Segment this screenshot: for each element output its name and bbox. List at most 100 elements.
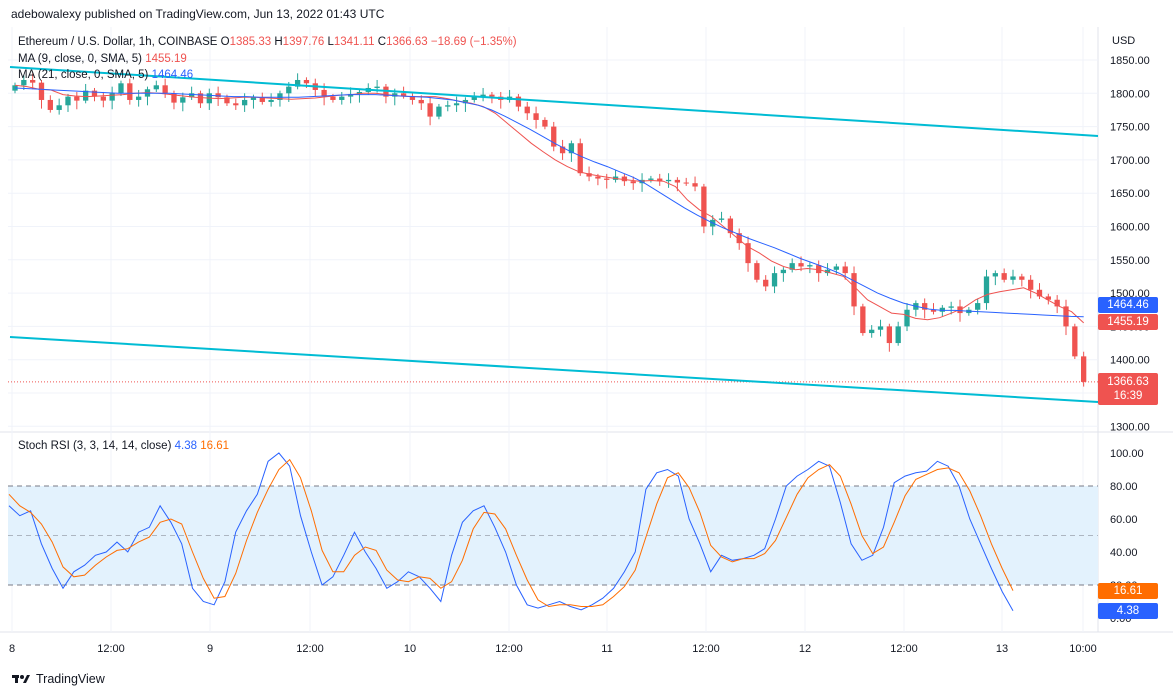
candle-body <box>250 97 257 100</box>
stoch-grid <box>8 485 1098 586</box>
candle-body <box>427 103 433 117</box>
stoch-k-tag: 4.38 <box>1098 603 1158 619</box>
candle-body <box>74 96 80 101</box>
candle-body <box>436 106 442 117</box>
ma9-legend[interactable]: MA (9, close, 0, SMA, 5) 1455.19 <box>18 53 187 65</box>
candle-body <box>453 103 460 106</box>
ma21-legend[interactable]: MA (21, close, 0, SMA, 5) 1464.46 <box>18 69 193 81</box>
candle-body <box>1054 299 1060 307</box>
stoch-d-line <box>8 458 1014 608</box>
time-tick-label: 12 <box>799 643 811 655</box>
price-tick-label: 1850.00 <box>1110 55 1150 67</box>
candle-body <box>215 93 221 98</box>
time-tick-label: 12:00 <box>890 643 918 655</box>
candles <box>8 73 1098 387</box>
candle-body <box>1019 276 1025 280</box>
candle-body <box>542 119 548 127</box>
candle-body <box>197 93 204 104</box>
candle-body <box>1036 289 1043 297</box>
candle-body <box>515 96 522 107</box>
candle-body <box>83 90 89 101</box>
candle-body <box>127 83 133 100</box>
candle-body <box>1081 356 1087 382</box>
stoch-tick-label: 80.00 <box>1110 481 1138 493</box>
moving-averages <box>14 84 1085 324</box>
candle-body <box>418 99 424 104</box>
candle-body <box>860 306 866 334</box>
trendlines[interactable] <box>9 66 1099 403</box>
candle-body <box>109 93 115 101</box>
candle-body <box>445 105 451 107</box>
candle-body <box>895 326 901 344</box>
candle-body <box>948 306 954 308</box>
stoch-tick-label: 60.00 <box>1110 514 1138 526</box>
candle-body <box>577 143 583 174</box>
candle-body <box>47 99 53 110</box>
candle-body <box>38 82 45 100</box>
currency-label: USD <box>1112 35 1135 47</box>
candle-body <box>727 218 734 234</box>
candle-body <box>586 173 592 177</box>
upper-trendline <box>9 66 1099 137</box>
candle-body <box>780 269 787 274</box>
time-tick-label: 8 <box>9 643 15 655</box>
candle-body <box>1028 279 1034 290</box>
candle-body <box>56 105 62 110</box>
candle-body <box>833 266 840 270</box>
open-label: O <box>220 36 230 48</box>
candle-body <box>754 263 760 280</box>
candle-body <box>400 93 407 96</box>
time-tick-label: 13 <box>996 643 1008 655</box>
candle-body <box>524 106 530 114</box>
candle-body <box>922 303 928 310</box>
stoch-k-line <box>8 452 1014 612</box>
candle-body <box>630 181 636 184</box>
time-tick-label: 11 <box>601 643 612 655</box>
candle-body <box>816 265 822 274</box>
candle-body <box>321 89 327 97</box>
candle-body <box>462 99 469 104</box>
candle-body <box>118 83 124 94</box>
candle-body <box>657 178 663 182</box>
ma21-price-tag: 1464.46 <box>1098 297 1158 313</box>
candle-body <box>489 94 495 97</box>
candle-body <box>21 79 27 86</box>
candle-body <box>135 96 142 100</box>
price-tick-label: 1400.00 <box>1110 355 1150 367</box>
candle-body <box>807 265 813 267</box>
symbol-name: Ethereum / U.S. Dollar, 1h, COINBASE <box>18 36 218 48</box>
time-tick-label: 10:00 <box>1069 643 1097 655</box>
high-value: 1397.76 <box>282 36 325 48</box>
stoch-legend[interactable]: Stoch RSI (3, 3, 14, 14, close) 4.38 16.… <box>18 440 229 452</box>
candle-body <box>30 79 36 83</box>
candle-body <box>1072 326 1078 357</box>
stoch-tick-label: 100.00 <box>1110 448 1144 460</box>
stoch-d-tag: 16.61 <box>1098 583 1158 599</box>
symbol-legend[interactable]: Ethereum / U.S. Dollar, 1h, COINBASE O 13… <box>18 36 517 48</box>
candle-body <box>877 326 884 330</box>
candle-body <box>701 186 707 227</box>
candle-body <box>869 329 875 334</box>
ma21-value: 1464.46 <box>151 69 194 81</box>
candle-body <box>718 218 725 220</box>
close-label: C <box>377 36 387 48</box>
candle-body <box>551 126 557 147</box>
candle-body <box>595 176 601 179</box>
high-label: H <box>274 36 283 48</box>
low-value: 1341.11 <box>333 36 375 48</box>
candle-body <box>294 79 301 87</box>
candle-body <box>277 93 283 100</box>
time-tick-label: 12:00 <box>495 643 523 655</box>
candle-body <box>180 97 186 103</box>
candle-body <box>259 97 265 102</box>
candle-body <box>286 86 292 94</box>
candle-body <box>409 95 416 100</box>
time-axis: 8 12:00 9 12:00 10 12:00 11 12:00 12 12:00 13 10:00 <box>9 643 1097 655</box>
time-tick-label: 12:00 <box>692 643 720 655</box>
candle-body <box>975 303 981 310</box>
candle-body <box>162 85 168 94</box>
candle-body <box>939 307 945 312</box>
tradingview-logo[interactable]: TradingView <box>12 672 105 686</box>
candle-body <box>674 179 681 183</box>
